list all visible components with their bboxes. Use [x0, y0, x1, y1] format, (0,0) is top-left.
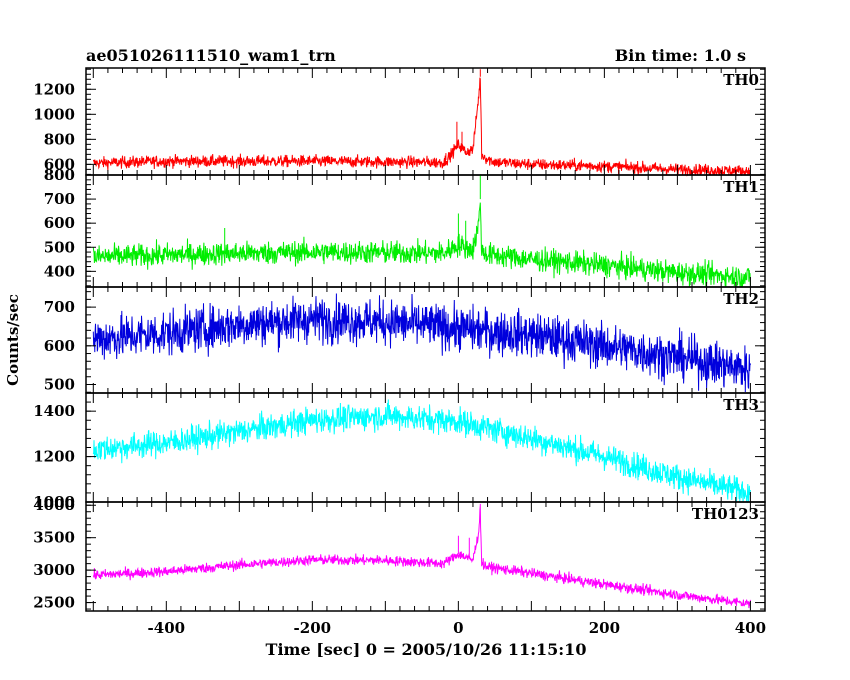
y-tick-label: 700 — [44, 190, 75, 208]
series-line-th1 — [92, 175, 751, 288]
x-tick-label: 0 — [453, 619, 463, 637]
x-axis-label: Time [sec] 0 = 2005/10/26 11:15:10 — [266, 640, 587, 659]
y-tick-label: 500 — [44, 375, 75, 393]
panel-label-th0123: TH0123 — [692, 505, 759, 523]
y-tick-label: 1400 — [33, 402, 75, 420]
y-tick-label: 600 — [44, 155, 75, 173]
y-tick-label: 1000 — [33, 105, 75, 123]
x-tick-label: 400 — [735, 619, 766, 637]
y-tick-label: 700 — [44, 298, 75, 316]
panels-group: TH060080010001200TH1400500600700800TH250… — [33, 67, 766, 637]
panel-label-th3: TH3 — [723, 396, 759, 414]
panel-frame-th3 — [85, 392, 766, 503]
series-line-th0123 — [92, 503, 751, 609]
panel-label-th2: TH2 — [723, 290, 759, 308]
x-tick-label: -400 — [148, 619, 186, 637]
y-tick-label: 600 — [44, 214, 75, 232]
y-tick-label: 800 — [44, 166, 75, 184]
series-line-th0 — [92, 69, 751, 177]
panel-label-th0: TH0 — [723, 71, 759, 89]
y-tick-label: 600 — [44, 337, 75, 355]
y-tick-label: 400 — [44, 262, 75, 280]
y-axis-label: Counts/sec — [4, 294, 22, 386]
series-line-th3 — [92, 399, 751, 504]
chart-title-right: Bin time: 1.0 s — [615, 46, 746, 65]
y-tick-label: 2500 — [33, 594, 75, 612]
y-tick-label: 500 — [44, 238, 75, 256]
y-tick-label: 4000 — [33, 496, 75, 514]
y-tick-label: 1000 — [33, 493, 75, 511]
panel-frame-th0 — [85, 67, 766, 176]
panel-frame-th0123 — [85, 501, 766, 612]
panel-label-th1: TH1 — [723, 178, 759, 196]
y-tick-label: 800 — [44, 130, 75, 148]
y-tick-label: 3500 — [33, 529, 75, 547]
x-tick-label: 200 — [589, 619, 620, 637]
y-tick-label: 1200 — [33, 80, 75, 98]
y-tick-label: 1200 — [33, 448, 75, 466]
y-tick-label: 3000 — [33, 561, 75, 579]
chart-title-left: ae051026111510_wam1_trn — [86, 46, 336, 65]
series-line-th2 — [92, 293, 751, 393]
x-tick-label: -200 — [294, 619, 332, 637]
